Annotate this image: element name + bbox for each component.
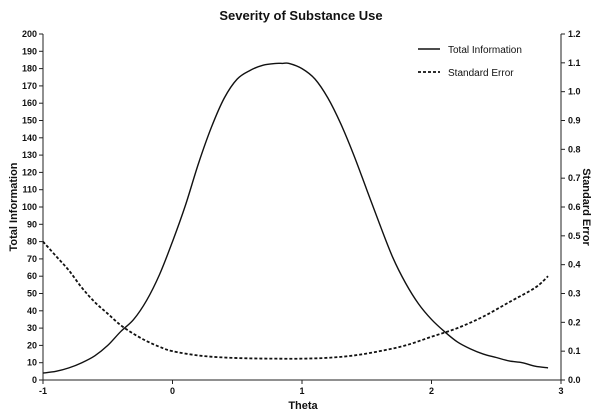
left-y-tick-label: 180 — [22, 64, 37, 74]
right-y-tick-label: 0.0 — [568, 375, 581, 385]
left-y-tick-label: 0 — [32, 375, 37, 385]
right-y-tick-label: 0.6 — [568, 202, 581, 212]
left-y-tick-label: 170 — [22, 81, 37, 91]
chart-title: Severity of Substance Use — [219, 8, 382, 23]
right-y-tick-label: 1.2 — [568, 29, 581, 39]
left-y-tick-label: 20 — [27, 340, 37, 350]
left-y-tick-label: 130 — [22, 150, 37, 160]
legend-label-total-information: Total Information — [448, 45, 522, 56]
right-y-tick-label: 0.1 — [568, 346, 581, 356]
series-line-standard-error — [42, 240, 549, 360]
right-y-ticks: 0.0 0.1 0.2 0.3 0.4 0.5 0.6 0.7 0.8 0.9 1.0 1.1 1.2 — [561, 29, 581, 385]
legend: Total Information Standard Error — [418, 45, 522, 79]
left-y-tick-label: 100 — [22, 202, 37, 212]
left-y-ticks: 0 10 20 30 40 50 60 70 80 90 100 110 120 130 140 150 160… — [22, 29, 43, 385]
right-y-tick-label: 1.0 — [568, 87, 581, 97]
left-y-tick-label: 140 — [22, 133, 37, 143]
right-y-tick-label: 0.7 — [568, 173, 581, 183]
right-y-axis-label: Standard Error — [580, 168, 592, 246]
left-y-tick-label: 120 — [22, 167, 37, 177]
x-tick-label: 2 — [429, 386, 434, 396]
left-y-tick-label: 90 — [27, 219, 37, 229]
x-tick-label: 3 — [558, 386, 563, 396]
left-y-tick-label: 50 — [27, 289, 37, 299]
right-y-tick-label: 0.3 — [568, 289, 581, 299]
left-y-tick-label: 80 — [27, 237, 37, 247]
series-layer — [42, 62, 549, 374]
x-tick-label: 0 — [170, 386, 175, 396]
right-y-tick-label: 0.2 — [568, 317, 581, 327]
right-y-tick-label: 1.1 — [568, 58, 581, 68]
left-y-tick-label: 30 — [27, 323, 37, 333]
right-y-tick-label: 0.5 — [568, 231, 581, 241]
left-y-tick-label: 200 — [22, 29, 37, 39]
x-tick-label: -1 — [39, 386, 47, 396]
left-y-tick-label: 70 — [27, 254, 37, 264]
left-y-axis-label: Total Information — [8, 162, 20, 251]
left-y-tick-label: 40 — [27, 306, 37, 316]
left-y-tick-label: 60 — [27, 271, 37, 281]
x-tick-label: 1 — [299, 386, 304, 396]
x-axis-label: Theta — [288, 400, 318, 412]
left-y-tick-label: 110 — [22, 185, 37, 195]
x-ticks: -1 0 1 2 3 — [39, 380, 564, 396]
left-y-tick-label: 150 — [22, 116, 37, 126]
right-y-tick-label: 0.4 — [568, 260, 581, 270]
left-y-tick-label: 190 — [22, 46, 37, 56]
left-y-tick-label: 160 — [22, 98, 37, 108]
legend-label-standard-error: Standard Error — [448, 68, 514, 79]
right-y-tick-label: 0.9 — [568, 116, 581, 126]
series-line-total-information — [42, 62, 549, 374]
left-y-tick-label: 10 — [27, 358, 37, 368]
right-y-tick-label: 0.8 — [568, 144, 581, 154]
